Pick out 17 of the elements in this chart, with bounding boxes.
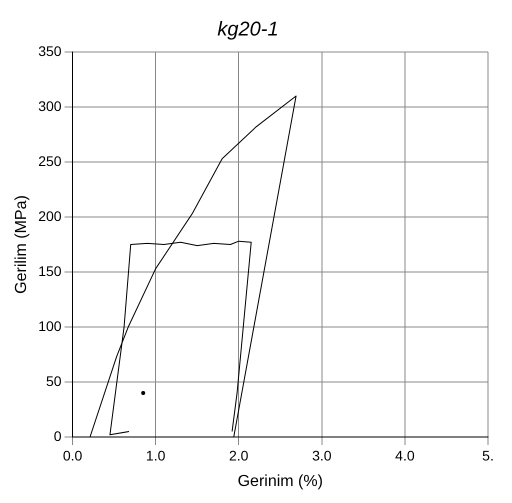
y-tick-label: 150 — [38, 262, 62, 279]
y-tick-label: 350 — [38, 42, 62, 59]
chart-title: kg20-1 — [217, 18, 279, 41]
x-axis-title: Gerinim (%) — [238, 472, 323, 490]
y-tick-label: 250 — [38, 152, 62, 169]
x-tick-label: 2.0 — [229, 447, 249, 464]
y-tick-label: 300 — [38, 98, 62, 114]
x-tick-label: 3.0 — [312, 447, 332, 464]
y-tick-label: 100 — [38, 318, 62, 334]
x-tick-label: 4.0 — [395, 447, 415, 464]
y-axis-title: Gerilim (MPa) — [13, 195, 30, 294]
x-tick-label: 5. — [482, 447, 494, 464]
x-tick-label: 0.0 — [62, 447, 82, 464]
y-tick-label: 50 — [46, 372, 62, 389]
x-tick-label: 1.0 — [146, 447, 166, 464]
y-tick-label: 0 — [54, 428, 62, 444]
y-tick-label: 200 — [38, 208, 62, 224]
